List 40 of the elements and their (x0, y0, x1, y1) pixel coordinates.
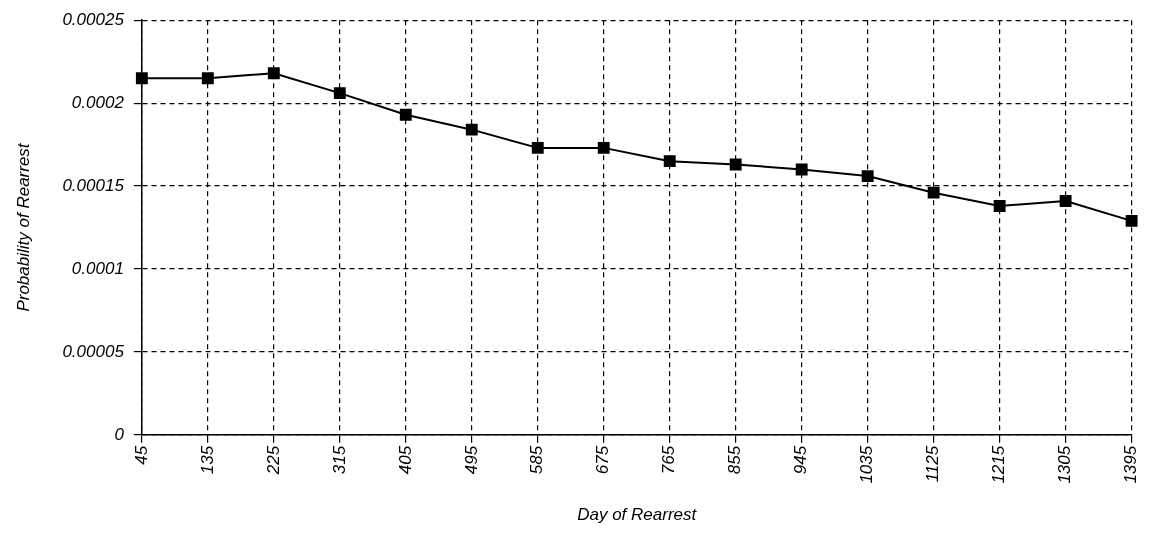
x-tick-label: 1125 (923, 445, 943, 483)
point (993, 199, 1006, 212)
point (267, 67, 280, 80)
point (1125, 214, 1138, 227)
x-tick-label: 45 (131, 445, 151, 465)
x-tick-label: 405 (395, 445, 415, 475)
point (531, 141, 544, 154)
x-tick-label: 945 (791, 445, 811, 475)
x-tick-label: 585 (527, 445, 547, 475)
y-tick-label: 0.0001 (71, 258, 124, 278)
point (861, 170, 874, 183)
x-tick-label: 765 (659, 445, 679, 475)
x-tick-label: 135 (197, 445, 217, 475)
x-tick-label: 675 (593, 445, 613, 475)
x-tick-label: 225 (263, 445, 283, 476)
x-tick-label: 1395 (1121, 445, 1141, 484)
x-tick-label: 1215 (989, 445, 1009, 484)
point (663, 155, 676, 168)
y-axis-title: Probability of Rearrest (13, 142, 33, 312)
x-tick-label: 315 (329, 445, 349, 475)
point (729, 158, 742, 171)
y-tick-label: 0.00025 (62, 9, 125, 29)
point (1059, 195, 1072, 207)
point (135, 72, 148, 85)
y-tick-label: 0.00005 (62, 341, 125, 361)
x-tick-label: 855 (725, 445, 745, 475)
y-tick-label: 0 (114, 424, 125, 444)
y-tick-label: 0.00015 (62, 175, 125, 195)
x-tick-label: 1305 (1055, 445, 1075, 484)
point (201, 72, 214, 85)
point (597, 141, 610, 154)
x-tick-label: 1035 (857, 445, 877, 484)
point (399, 108, 412, 121)
y-tick-label: 0.0002 (71, 92, 125, 112)
point (333, 87, 346, 100)
point (795, 163, 808, 176)
x-axis-title: Day of Rearrest (577, 504, 698, 524)
point (465, 123, 478, 136)
x-tick-label: 495 (461, 445, 481, 475)
point (927, 186, 940, 199)
